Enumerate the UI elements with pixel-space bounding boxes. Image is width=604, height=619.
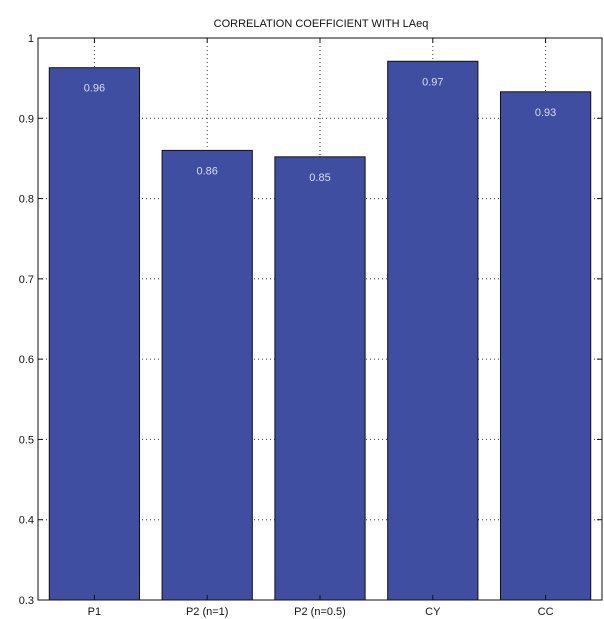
- x-tick-label: P1: [88, 606, 101, 618]
- data-label: 0.93: [535, 107, 556, 119]
- x-tick-label: CC: [538, 606, 554, 618]
- x-tick-label: P2 (n=0.5): [294, 606, 346, 618]
- bar: [388, 61, 478, 600]
- y-tick-label: 0.9: [19, 113, 34, 125]
- data-label: 0.97: [422, 76, 443, 88]
- y-tick-label: 0.4: [19, 515, 34, 527]
- y-tick-label: 0.7: [19, 274, 34, 286]
- bar: [275, 157, 365, 600]
- y-tick-label: 0.6: [19, 354, 34, 366]
- chart-title: CORRELATION COEFFICIENT WITH LAeq: [214, 18, 429, 30]
- data-label: 0.86: [196, 165, 217, 177]
- x-tick-label: P2 (n=1): [186, 606, 229, 618]
- y-tick-label: 1: [28, 33, 34, 45]
- bar: [49, 68, 139, 600]
- x-tick-label: CY: [425, 606, 441, 618]
- data-label: 0.85: [309, 172, 330, 184]
- y-tick-label: 0.3: [19, 595, 34, 607]
- data-label: 0.96: [84, 83, 105, 95]
- y-tick-label: 0.8: [19, 194, 34, 206]
- bar: [500, 92, 590, 600]
- bar: [162, 150, 252, 600]
- y-tick-label: 0.5: [19, 434, 34, 446]
